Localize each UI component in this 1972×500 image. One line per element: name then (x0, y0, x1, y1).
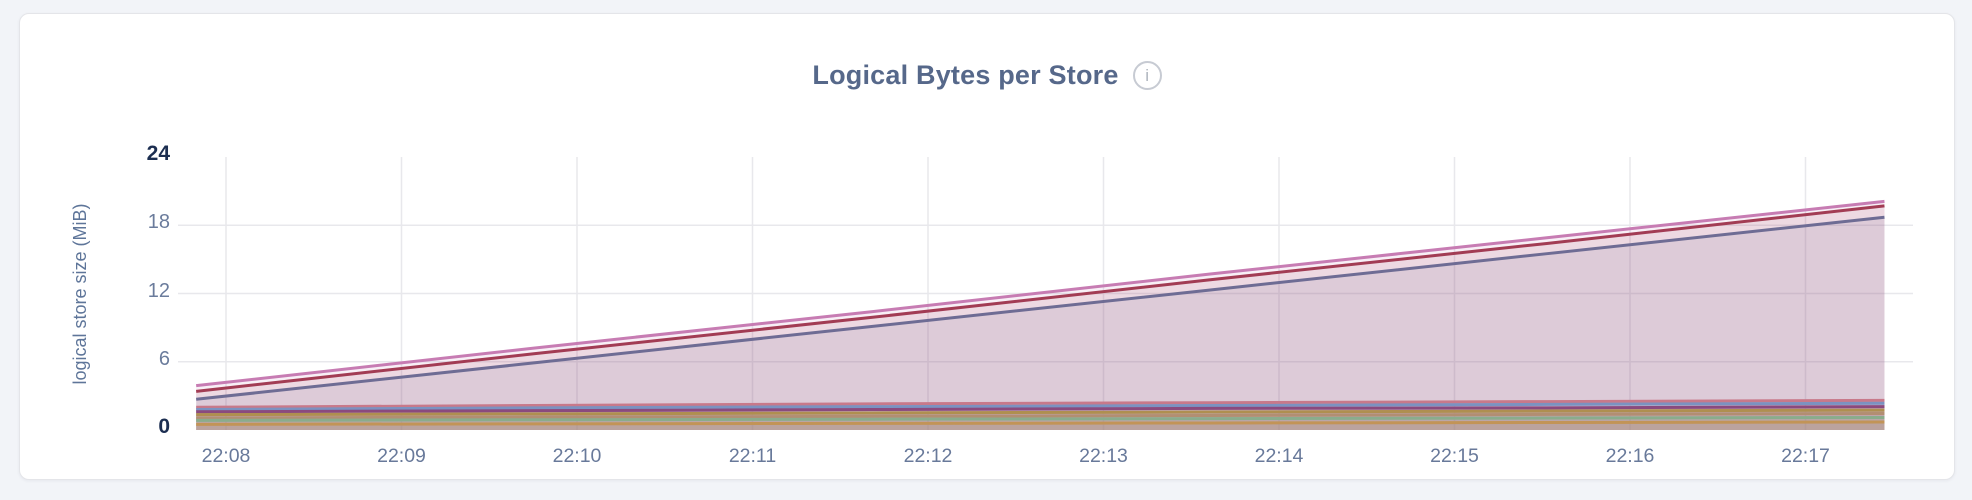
chart-card: Logical Bytes per Store i logical store … (19, 13, 1955, 480)
series-4-line (196, 398, 1885, 409)
info-icon[interactable]: i (1132, 61, 1162, 90)
series-1-area (196, 201, 1885, 430)
series-1-line (195, 199, 1885, 388)
y-axis-title: logical store size (MiB) (70, 203, 90, 385)
y-tick-label: 18 (147, 211, 170, 234)
series-6-line (196, 405, 1885, 414)
x-tick-label: 22:15 (1430, 445, 1479, 467)
x-tick-label: 22:17 (1781, 445, 1830, 467)
series-2-line (195, 204, 1885, 393)
series-7-line (196, 408, 1885, 417)
series-9-line (196, 415, 1885, 422)
x-tick-label: 22:14 (1254, 445, 1304, 467)
series-8-line (196, 412, 1885, 420)
x-tick-label: 22:09 (377, 445, 426, 467)
y-tick-label: 24 (146, 142, 170, 165)
y-tick-label: 12 (147, 279, 170, 302)
x-tick-label: 22:13 (1079, 445, 1128, 467)
x-tick-label: 22:08 (201, 445, 251, 467)
x-tick-label: 22:11 (728, 445, 777, 467)
y-tick-label: 0 (158, 415, 170, 438)
chart-title: Logical Bytes per Store (812, 60, 1119, 90)
y-tick-label: 6 (158, 347, 170, 370)
x-tick-label: 22:10 (552, 445, 602, 467)
chart-area: logical store size (MiB) 0 6 12 18 24 22:08 2… (20, 14, 1972, 500)
series-3-area (196, 217, 1885, 430)
x-tick-label: 22:16 (1605, 445, 1655, 467)
series-10-line (196, 420, 1885, 426)
line-chart-plot[interactable] (20, 14, 1972, 500)
series-3-line (196, 215, 1885, 401)
series-5-line (196, 401, 1885, 412)
x-tick-label: 22:12 (903, 445, 953, 467)
chart-header: Logical Bytes per Store i (20, 60, 1954, 91)
